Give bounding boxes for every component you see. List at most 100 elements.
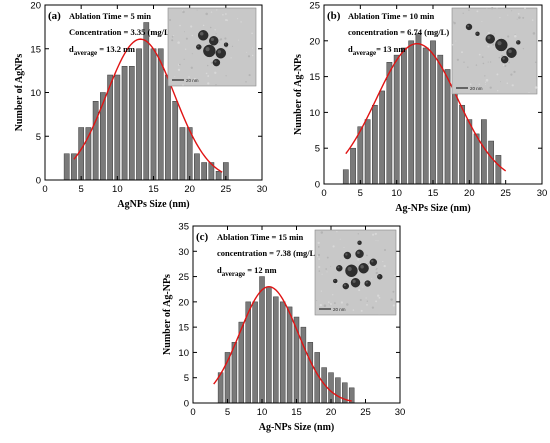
tem-noise xyxy=(177,41,180,44)
x-tick-label: 5 xyxy=(358,188,363,199)
tem-noise xyxy=(317,241,320,245)
tem-noise xyxy=(383,264,386,268)
tem-noise xyxy=(224,37,227,40)
d-average-text: daverage = 13.2 nm xyxy=(69,44,135,57)
tem-noise xyxy=(343,247,345,248)
histogram-bar xyxy=(350,147,356,185)
tem-noise xyxy=(504,64,507,67)
x-tick-label: 30 xyxy=(395,407,406,418)
nanoparticle-highlight xyxy=(337,266,340,269)
tem-noise xyxy=(207,64,209,67)
d-value: = 13 nm xyxy=(376,44,405,54)
tem-noise xyxy=(318,265,321,269)
histogram-bar xyxy=(459,104,465,185)
tem-noise xyxy=(316,255,319,257)
tem-noise xyxy=(528,91,530,94)
scale-bar-label: 20 nm xyxy=(333,307,346,312)
tem-noise xyxy=(522,16,525,19)
nanoparticle-highlight xyxy=(345,253,348,256)
tem-noise xyxy=(183,31,185,33)
tem-noise xyxy=(215,33,217,35)
tem-noise xyxy=(394,274,396,277)
nanoparticle-highlight xyxy=(467,24,470,28)
ablation-time-text: Ablation Time = 15 min xyxy=(217,232,304,242)
tem-noise xyxy=(497,90,499,92)
nanoparticle-highlight xyxy=(347,266,352,272)
d-symbol: d xyxy=(348,44,353,54)
y-tick-label: 0 xyxy=(184,399,189,410)
nanoparticle-highlight xyxy=(358,241,360,243)
histogram-bar xyxy=(300,326,307,404)
tem-noise xyxy=(492,43,495,46)
y-tick-label: 5 xyxy=(315,144,320,155)
tem-noise xyxy=(514,33,516,35)
panel-c: 0 5 10 15 20 25 30 0 5 10 15 20 25 30 35 Ag-NPs Size (n… xyxy=(162,222,405,434)
tem-noise xyxy=(169,18,172,22)
d-average-text: daverage= 13 nm xyxy=(348,44,405,57)
x-tick-label: 0 xyxy=(190,407,195,418)
tem-noise xyxy=(230,57,232,59)
histogram-bar xyxy=(150,48,157,181)
nanoparticle xyxy=(485,34,495,44)
tem-noise xyxy=(516,18,518,20)
nanoparticle-highlight xyxy=(517,41,519,43)
tem-noise xyxy=(333,302,336,305)
tem-noise xyxy=(207,75,210,77)
tem-noise xyxy=(216,9,218,11)
tem-noise xyxy=(490,6,494,10)
y-tick-label: 0 xyxy=(315,180,320,191)
nanoparticle xyxy=(355,249,364,259)
tem-noise xyxy=(330,265,332,267)
nanoparticle-highlight xyxy=(365,281,368,284)
tem-noise xyxy=(461,51,463,54)
y-tick-label: 20 xyxy=(30,1,41,12)
tem-noise xyxy=(225,13,227,15)
tem-noise xyxy=(532,32,536,35)
tem-inset-image: 20 nm xyxy=(451,6,538,95)
tem-noise xyxy=(360,309,363,312)
tem-noise xyxy=(326,271,328,273)
x-tick-label: 10 xyxy=(257,407,268,418)
tem-noise xyxy=(247,55,251,58)
nanoparticle xyxy=(196,44,202,50)
nanoparticle-highlight xyxy=(356,251,360,255)
tem-noise xyxy=(340,301,344,304)
scale-bar-label: 20 nm xyxy=(470,86,483,91)
nanoparticle-highlight xyxy=(502,57,505,60)
x-tick-label: 15 xyxy=(291,407,302,418)
x-tick-label: 20 xyxy=(326,407,337,418)
nanoparticle-highlight xyxy=(360,265,364,269)
tem-noise xyxy=(177,68,181,72)
histogram-bar xyxy=(266,286,272,404)
nanoparticle xyxy=(357,240,362,245)
tem-noise xyxy=(245,81,247,83)
tem-noise xyxy=(507,14,509,16)
concentration-text: concentration = 7.38 (mg/L) xyxy=(217,248,318,258)
tem-noise xyxy=(318,258,320,260)
d-value: = 13.2 nm xyxy=(97,44,135,54)
tem-noise xyxy=(390,298,393,301)
histogram-bar xyxy=(473,133,480,185)
y-tick-label: 25 xyxy=(178,272,189,283)
histogram-bar xyxy=(415,33,422,185)
tem-noise xyxy=(365,297,367,299)
tem-noise xyxy=(326,256,329,259)
histogram-bar xyxy=(157,48,164,181)
nanoparticle xyxy=(506,47,517,58)
tem-noise xyxy=(475,88,478,91)
nanoparticle xyxy=(215,48,227,59)
tem-noise xyxy=(377,294,380,297)
tem-noise xyxy=(222,13,224,16)
tem-noise xyxy=(346,303,349,306)
x-axis-label: AgNPs Size (nm) xyxy=(117,199,189,210)
tem-noise xyxy=(511,10,513,12)
tem-noise xyxy=(171,35,174,38)
x-tick-label: 25 xyxy=(360,407,371,418)
nanoparticle-highlight xyxy=(378,275,380,277)
y-axis-label: Number of Ag-NPs xyxy=(162,274,173,355)
y-tick-label: 20 xyxy=(178,297,189,308)
x-tick-label: 15 xyxy=(428,188,439,199)
tem-noise xyxy=(191,82,192,84)
y-tick-label: 30 xyxy=(178,247,189,258)
histogram-bar xyxy=(495,155,502,185)
